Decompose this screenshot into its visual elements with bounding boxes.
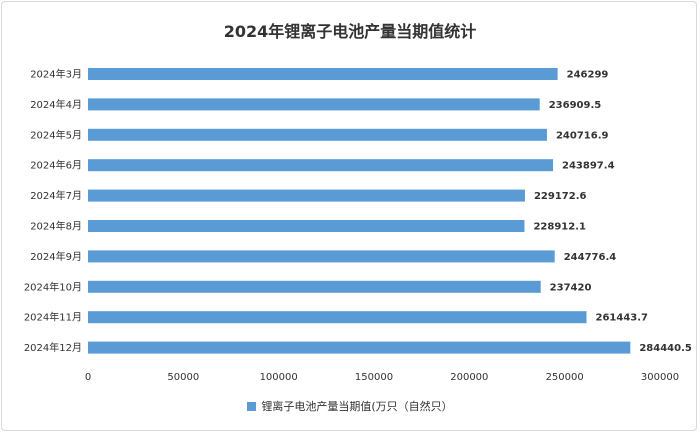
- category-label: 2024年3月: [30, 68, 82, 81]
- bar: [88, 98, 540, 111]
- category-label: 2024年4月: [30, 98, 82, 111]
- data-label: 284440.5: [639, 343, 692, 354]
- bar: [88, 280, 541, 293]
- category-label: 2024年7月: [30, 189, 82, 202]
- data-label: 244776.4: [564, 252, 617, 263]
- chart-legend: 锂离子电池产量当期值(万只（自然只）: [0, 398, 700, 414]
- x-tick-label: 150000: [355, 372, 393, 383]
- bar: [88, 189, 525, 202]
- data-label: 237420: [550, 282, 592, 293]
- data-label: 246299: [567, 70, 609, 81]
- chart-title: 2024年锂离子电池产量当期值统计: [223, 22, 477, 41]
- data-label: 228912.1: [533, 222, 586, 233]
- category-label: 2024年6月: [30, 159, 82, 172]
- category-label: 2024年10月: [24, 280, 82, 293]
- x-tick-label: 250000: [546, 372, 584, 383]
- category-label: 2024年5月: [30, 128, 82, 141]
- bar: [88, 68, 558, 80]
- x-tick-label: 100000: [260, 372, 298, 383]
- category-label: 2024年12月: [24, 341, 82, 354]
- data-label: 243897.4: [562, 161, 615, 172]
- bar: [88, 250, 555, 263]
- data-label: 261443.7: [595, 313, 648, 324]
- data-label: 236909.5: [549, 100, 602, 111]
- bar: [88, 220, 525, 232]
- x-tick-label: 300000: [641, 372, 679, 383]
- data-label: 229172.6: [534, 191, 587, 202]
- bar: [88, 311, 587, 324]
- x-tick-label: 200000: [450, 372, 488, 383]
- data-label: 240716.9: [556, 130, 609, 141]
- category-label: 2024年9月: [30, 250, 82, 263]
- legend-label: 锂离子电池产量当期值(万只（自然只）: [261, 400, 453, 413]
- x-tick-label: 50000: [167, 372, 199, 383]
- x-tick-label: 0: [85, 372, 91, 383]
- category-label: 2024年8月: [30, 220, 82, 233]
- bar: [88, 128, 547, 141]
- bar: [88, 159, 554, 172]
- category-label: 2024年11月: [24, 311, 82, 324]
- bar: [88, 341, 631, 354]
- legend-swatch: [247, 402, 257, 411]
